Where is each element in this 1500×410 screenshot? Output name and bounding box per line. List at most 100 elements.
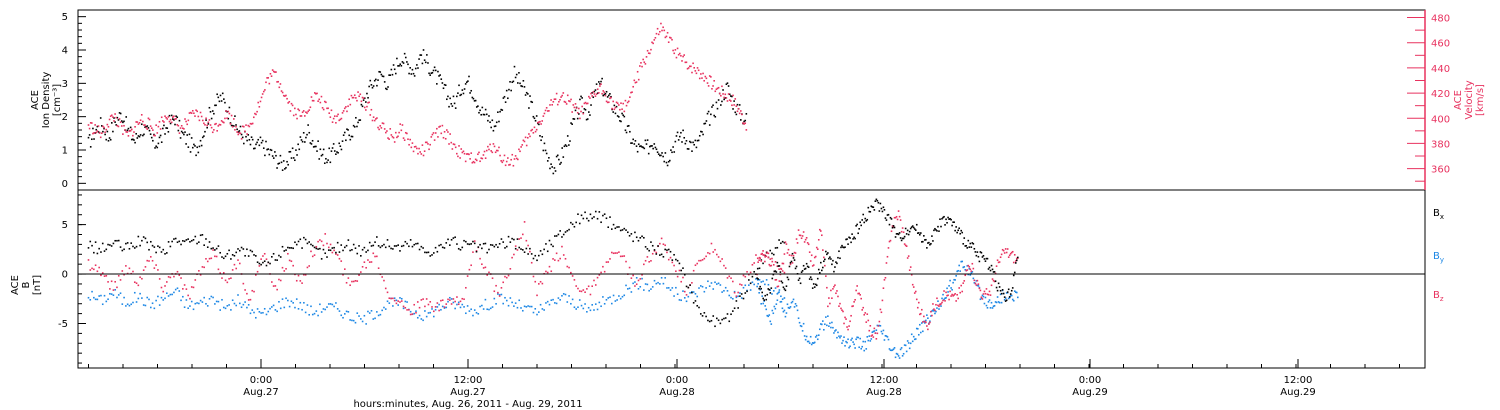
- velocity-point: [458, 145, 460, 147]
- velocity-point: [398, 131, 400, 134]
- velocity-point: [238, 131, 241, 134]
- velocity-point: [673, 52, 676, 55]
- bz-point: [618, 251, 620, 253]
- velocity-point: [177, 124, 180, 127]
- velocity-point: [391, 135, 394, 138]
- velocity-point: [113, 120, 115, 122]
- by-point: [777, 291, 780, 294]
- by-point: [900, 347, 903, 349]
- bx-point: [466, 243, 469, 245]
- by-point: [550, 299, 553, 302]
- bx-point: [367, 249, 369, 252]
- bz-point: [388, 297, 391, 300]
- density-point: [716, 107, 719, 110]
- by-point: [425, 315, 428, 318]
- bz-point: [443, 306, 446, 308]
- velocity-point: [550, 99, 552, 101]
- bz-point: [616, 252, 618, 254]
- bz-point: [866, 313, 869, 315]
- bx-point: [1001, 289, 1004, 291]
- density-point: [610, 95, 612, 98]
- density-point: [345, 139, 347, 142]
- by-point: [215, 300, 218, 303]
- by-point: [370, 309, 373, 312]
- density-point: [688, 140, 691, 143]
- by-point: [317, 314, 319, 317]
- by-point: [920, 331, 922, 334]
- bx-point: [602, 214, 604, 217]
- density-point: [559, 163, 561, 165]
- velocity-point: [243, 125, 245, 128]
- by-point: [575, 308, 577, 310]
- density-point: [330, 150, 333, 152]
- bx-point: [851, 233, 853, 235]
- bx-point: [208, 241, 211, 243]
- density-point: [190, 137, 193, 139]
- density-point: [623, 115, 626, 118]
- velocity-point: [627, 100, 630, 103]
- by-point: [167, 295, 170, 297]
- bx-point: [675, 258, 677, 261]
- by-point: [880, 330, 883, 333]
- bz-point: [199, 274, 202, 276]
- by-point: [139, 292, 141, 295]
- bz-point: [790, 254, 793, 257]
- bz-point: [416, 301, 419, 303]
- velocity-point: [375, 118, 377, 120]
- bz-point: [956, 293, 958, 296]
- bx-point: [1005, 299, 1008, 302]
- velocity-point: [429, 143, 431, 146]
- bx-point: [292, 247, 294, 250]
- density-point: [259, 136, 262, 139]
- bx-point: [276, 259, 278, 261]
- bx-point: [873, 209, 876, 211]
- by-point: [783, 297, 786, 299]
- velocity-point: [468, 153, 470, 156]
- velocity-point: [615, 101, 618, 104]
- bx-point: [287, 246, 289, 249]
- density-point: [744, 119, 747, 122]
- bz-point: [215, 255, 218, 258]
- bz-point: [841, 309, 843, 312]
- bz-point: [712, 251, 715, 253]
- velocity-point: [137, 123, 140, 125]
- by-point: [787, 306, 790, 309]
- bz-point: [982, 293, 985, 295]
- velocity-point: [208, 119, 211, 121]
- bz-point: [735, 295, 738, 297]
- velocity-point: [268, 82, 271, 85]
- bz-point: [776, 265, 779, 268]
- density-point: [434, 69, 437, 72]
- velocity-point: [501, 161, 504, 164]
- velocity-point: [568, 100, 570, 102]
- by-point: [475, 311, 478, 314]
- density-point: [704, 122, 707, 125]
- by-point: [445, 306, 448, 309]
- bx-point: [676, 259, 679, 262]
- velocity-point: [524, 136, 527, 139]
- bx-point: [810, 278, 813, 281]
- velocity-point: [440, 132, 443, 135]
- by-point: [532, 311, 535, 314]
- velocity-point: [420, 153, 423, 155]
- by-point: [828, 325, 830, 327]
- velocity-point: [460, 148, 463, 150]
- by-point: [708, 285, 711, 287]
- bz-point: [230, 277, 232, 279]
- bx-point: [392, 248, 394, 250]
- bx-point: [769, 249, 771, 252]
- bz-point: [973, 279, 976, 282]
- by-point: [737, 295, 739, 298]
- velocity-point: [430, 136, 433, 138]
- bz-point: [482, 267, 485, 269]
- density-point: [619, 120, 621, 122]
- by-point: [580, 304, 583, 307]
- by-point: [764, 283, 766, 286]
- bx-point: [763, 299, 766, 301]
- density-point: [333, 150, 336, 152]
- density-point: [584, 108, 587, 111]
- by-point: [839, 336, 841, 339]
- by-point: [705, 287, 707, 289]
- bz-point: [488, 271, 490, 274]
- by-point: [961, 260, 964, 263]
